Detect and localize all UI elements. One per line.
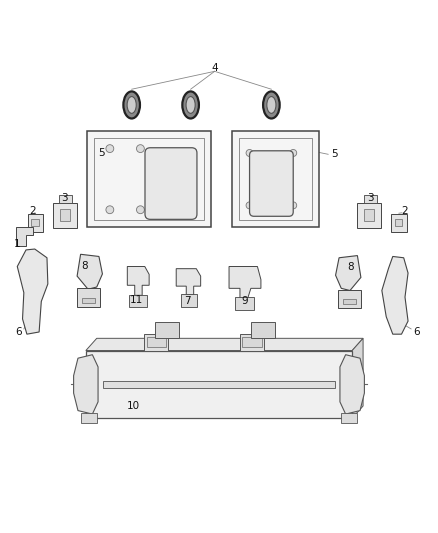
Ellipse shape: [246, 202, 253, 209]
Polygon shape: [86, 338, 363, 351]
Text: 8: 8: [81, 261, 88, 271]
Bar: [77, 288, 100, 306]
Ellipse shape: [127, 96, 136, 114]
Text: 4: 4: [211, 63, 218, 73]
Text: 5: 5: [331, 149, 338, 159]
Bar: [155, 322, 179, 338]
Ellipse shape: [265, 173, 279, 195]
Bar: [395, 220, 403, 227]
Polygon shape: [74, 354, 98, 414]
Ellipse shape: [106, 144, 114, 152]
Ellipse shape: [259, 165, 284, 202]
Bar: [243, 337, 262, 347]
Polygon shape: [77, 254, 102, 289]
Text: 1: 1: [14, 239, 21, 249]
Bar: [251, 322, 275, 338]
Bar: [343, 299, 356, 304]
Ellipse shape: [106, 206, 114, 214]
Bar: [87, 131, 212, 227]
Text: 9: 9: [241, 296, 247, 305]
Text: 11: 11: [129, 295, 143, 305]
Bar: [364, 195, 377, 203]
Ellipse shape: [124, 92, 140, 118]
Bar: [364, 209, 374, 221]
Text: 5: 5: [99, 148, 105, 158]
Polygon shape: [340, 354, 364, 414]
Text: 2: 2: [401, 206, 407, 216]
Text: 6: 6: [413, 327, 420, 337]
Polygon shape: [382, 256, 408, 334]
Text: 10: 10: [127, 401, 141, 411]
Ellipse shape: [246, 149, 253, 157]
Polygon shape: [336, 256, 361, 290]
Ellipse shape: [267, 96, 276, 114]
Bar: [53, 203, 77, 228]
Bar: [180, 294, 197, 306]
Bar: [232, 131, 319, 227]
Polygon shape: [352, 338, 363, 418]
Bar: [129, 295, 147, 307]
Polygon shape: [176, 269, 201, 295]
Bar: [240, 334, 264, 351]
Bar: [60, 209, 70, 221]
Polygon shape: [16, 227, 32, 246]
Bar: [341, 413, 357, 423]
Ellipse shape: [137, 206, 145, 214]
Ellipse shape: [263, 92, 280, 118]
Ellipse shape: [137, 144, 145, 152]
Bar: [94, 138, 205, 220]
Polygon shape: [127, 266, 149, 295]
Polygon shape: [17, 249, 48, 334]
Bar: [86, 351, 352, 418]
Ellipse shape: [156, 164, 185, 204]
Ellipse shape: [290, 202, 297, 209]
Bar: [235, 297, 254, 310]
Text: 3: 3: [61, 192, 67, 203]
Text: 7: 7: [184, 296, 191, 305]
Text: 8: 8: [347, 262, 354, 271]
Polygon shape: [28, 214, 43, 231]
Text: 3: 3: [367, 192, 374, 203]
Ellipse shape: [162, 172, 179, 195]
FancyBboxPatch shape: [250, 151, 293, 216]
Bar: [338, 289, 361, 308]
FancyBboxPatch shape: [145, 148, 197, 220]
Bar: [147, 337, 166, 347]
Text: 2: 2: [29, 206, 36, 216]
Bar: [239, 138, 312, 220]
Ellipse shape: [290, 149, 297, 157]
Bar: [31, 220, 39, 227]
Bar: [81, 413, 97, 423]
Bar: [357, 203, 381, 228]
Polygon shape: [229, 266, 261, 298]
Bar: [59, 195, 72, 203]
Bar: [103, 381, 335, 388]
Polygon shape: [391, 214, 407, 231]
Ellipse shape: [186, 96, 195, 114]
Bar: [145, 334, 169, 351]
Text: 6: 6: [15, 327, 21, 337]
Bar: [82, 298, 95, 303]
Ellipse shape: [182, 92, 199, 118]
